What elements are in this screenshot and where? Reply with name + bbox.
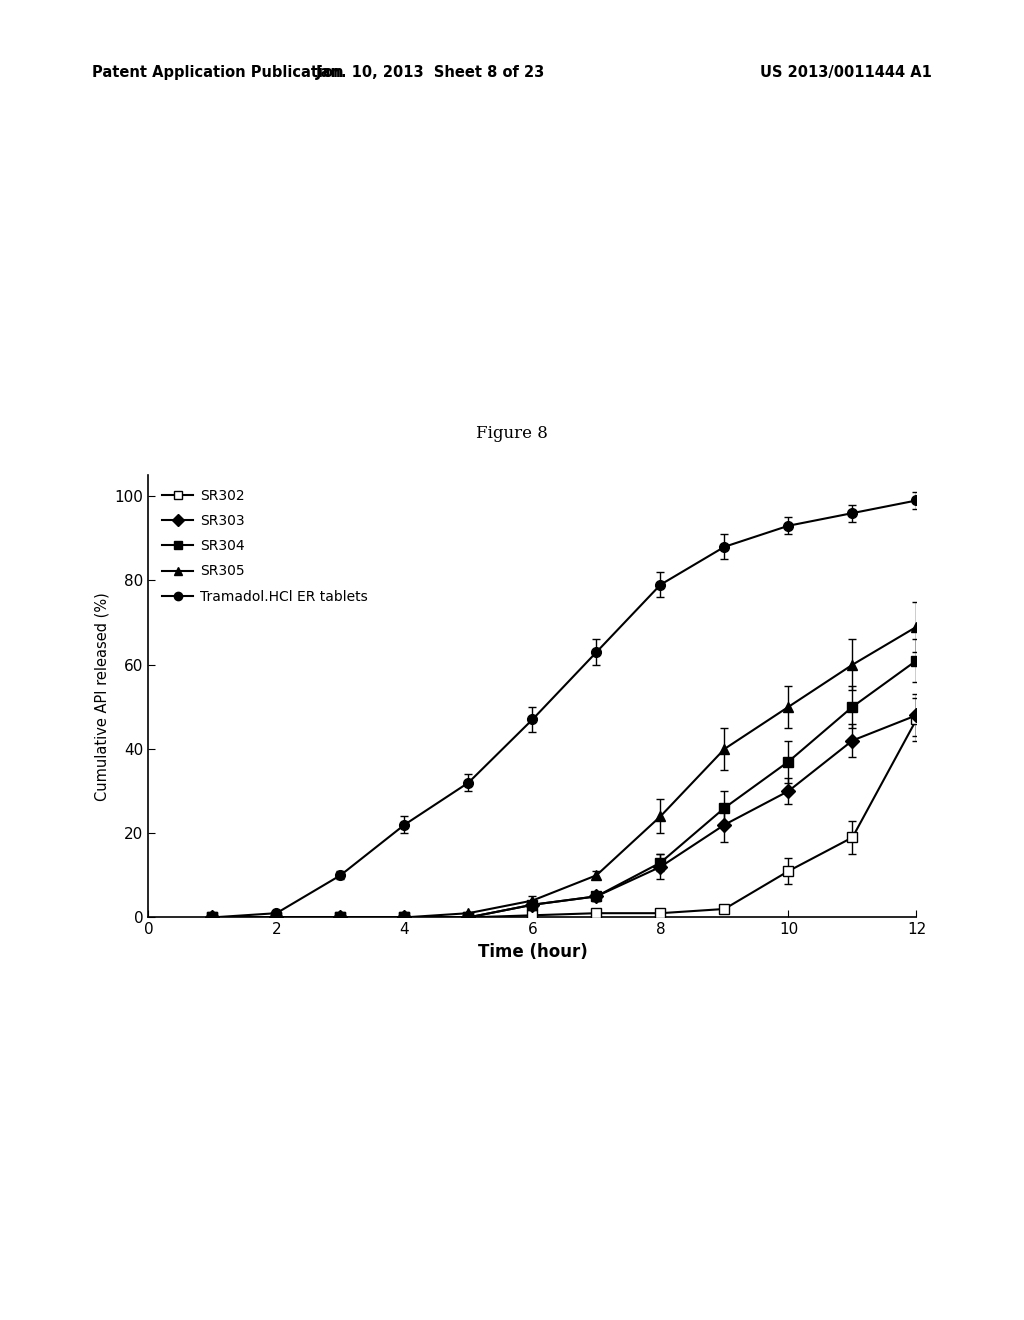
Y-axis label: Cumulative API released (%): Cumulative API released (%) — [94, 591, 110, 801]
Legend: SR302, SR303, SR304, SR305, Tramadol.HCl ER tablets: SR302, SR303, SR304, SR305, Tramadol.HCl… — [156, 482, 375, 610]
Text: Patent Application Publication: Patent Application Publication — [92, 65, 344, 79]
Text: Jan. 10, 2013  Sheet 8 of 23: Jan. 10, 2013 Sheet 8 of 23 — [315, 65, 545, 79]
Text: Figure 8: Figure 8 — [476, 425, 548, 442]
X-axis label: Time (hour): Time (hour) — [477, 942, 588, 961]
Text: US 2013/0011444 A1: US 2013/0011444 A1 — [760, 65, 932, 79]
